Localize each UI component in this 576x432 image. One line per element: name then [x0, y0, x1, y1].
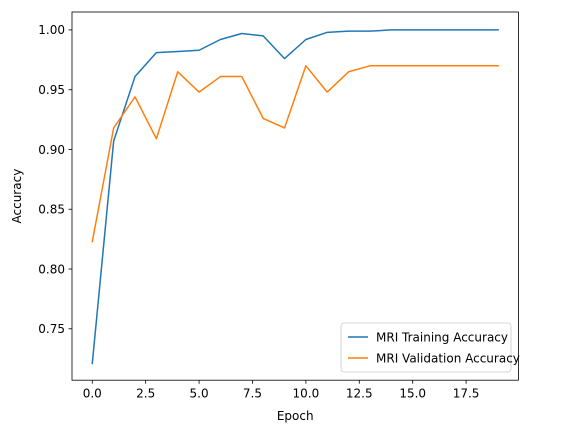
y-axis: 0.75 0.80 0.85 0.90 0.95 1.00 [38, 23, 72, 336]
legend: MRI Training Accuracy MRI Validation Accu… [340, 322, 520, 373]
series-line-2 [91, 65, 499, 243]
series-line-1 [91, 29, 499, 365]
legend-box [340, 322, 512, 373]
x-tick-label: 10.0 [293, 387, 320, 401]
x-tick-label: 17.5 [453, 387, 480, 401]
y-tick-label: 0.80 [38, 262, 65, 276]
y-tick-label: 1.00 [38, 23, 65, 37]
x-axis: 0.0 2.5 5.0 7.5 10.0 12.5 15.0 17.5 [83, 380, 480, 401]
x-tick-label: 12.5 [346, 387, 373, 401]
x-tick-label: 5.0 [190, 387, 209, 401]
legend-label: MRI Validation Accuracy [376, 351, 520, 365]
y-tick-label: 0.75 [38, 322, 65, 336]
y-tick-label: 0.90 [38, 143, 65, 157]
x-axis-label: Epoch [277, 409, 314, 423]
y-tick-label: 0.85 [38, 203, 65, 217]
x-tick-label: 7.5 [243, 387, 262, 401]
y-axis-label: Accuracy [10, 169, 24, 224]
x-tick-label: 2.5 [136, 387, 155, 401]
x-tick-label: 0.0 [83, 387, 102, 401]
x-tick-label: 15.0 [399, 387, 426, 401]
plot-area [71, 11, 519, 381]
legend-label: MRI Training Accuracy [376, 330, 508, 344]
y-tick-label: 0.95 [38, 83, 65, 97]
plot-frame [71, 11, 519, 381]
